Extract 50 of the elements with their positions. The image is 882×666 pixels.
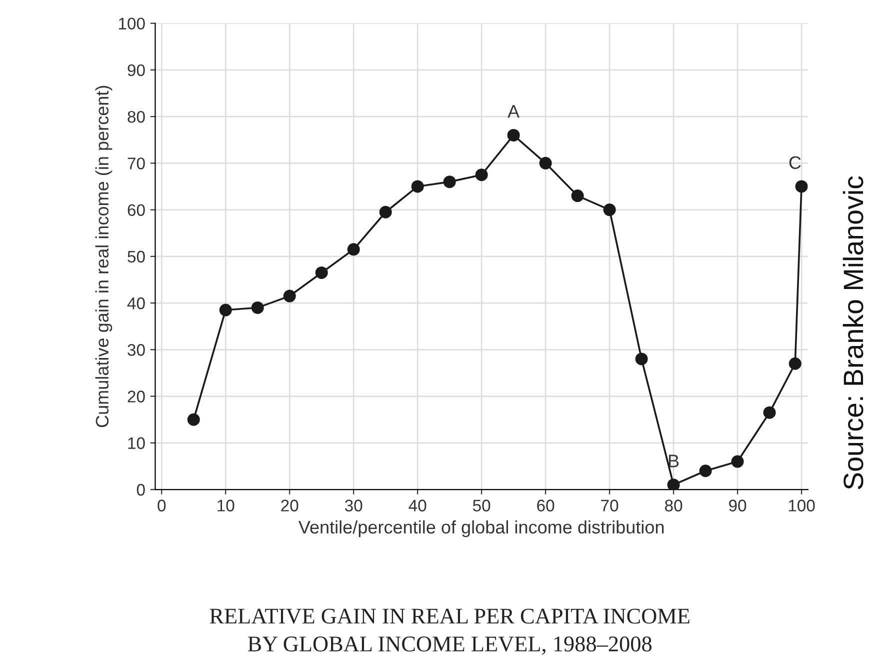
point xyxy=(539,156,552,170)
source-note: Source: Branko Milanovic xyxy=(842,176,864,490)
y-tick-label: 30 xyxy=(128,344,145,356)
point xyxy=(219,304,232,316)
point xyxy=(763,406,776,419)
point xyxy=(411,180,424,193)
y-tick-label: 70 xyxy=(128,158,145,170)
y-tick-label: 80 xyxy=(128,110,145,123)
x-tick-label: 50 xyxy=(472,500,490,512)
point xyxy=(795,180,808,193)
text: RELATIVE GAIN IN REAL PER CAPITA INCOME BY GLOBAL INCOME LEVEL, 1988–2008 xyxy=(210,608,690,655)
x-tick-label: 40 xyxy=(408,500,426,512)
y-tick-label: 100 xyxy=(118,18,145,30)
point xyxy=(283,290,296,302)
x-axis-title: Ventile/percentile of global income distribution xyxy=(298,520,664,538)
point xyxy=(507,128,520,142)
annotation: C xyxy=(789,156,801,170)
point xyxy=(788,357,802,370)
point xyxy=(731,455,744,468)
y-tick-label: 10 xyxy=(128,437,145,450)
x-tick-label: 90 xyxy=(729,500,746,512)
point xyxy=(379,206,392,218)
y-tick-label: 60 xyxy=(128,204,145,216)
y-tick-label: 40 xyxy=(127,297,145,310)
x-tick-label: 20 xyxy=(281,500,298,512)
y-tick-label: 50 xyxy=(128,250,145,263)
x-tick-label: 100 xyxy=(788,500,815,512)
point xyxy=(699,464,712,478)
y-tick-label: 20 xyxy=(128,390,145,402)
point xyxy=(603,204,616,216)
y-tick-label: 0 xyxy=(136,484,145,496)
x-tick-label: 30 xyxy=(344,500,362,512)
y-axis-title: Cumulative gain in real income (in percent) xyxy=(95,86,112,428)
annotation: B xyxy=(668,454,679,468)
point xyxy=(315,266,328,279)
x-tick-label: 60 xyxy=(537,500,554,512)
point xyxy=(347,243,360,256)
point xyxy=(571,190,584,202)
point xyxy=(475,168,488,182)
point xyxy=(635,352,648,366)
point xyxy=(187,413,200,426)
annotation: A xyxy=(508,105,520,118)
x-tick-label: 80 xyxy=(664,500,682,512)
x-tick-label: 10 xyxy=(218,500,234,512)
y-tick-label: 90 xyxy=(128,64,145,76)
point xyxy=(443,176,456,188)
point xyxy=(251,301,264,314)
point xyxy=(667,478,680,490)
x-tick-label: 70 xyxy=(601,500,618,512)
x-tick-label: 0 xyxy=(158,500,166,512)
